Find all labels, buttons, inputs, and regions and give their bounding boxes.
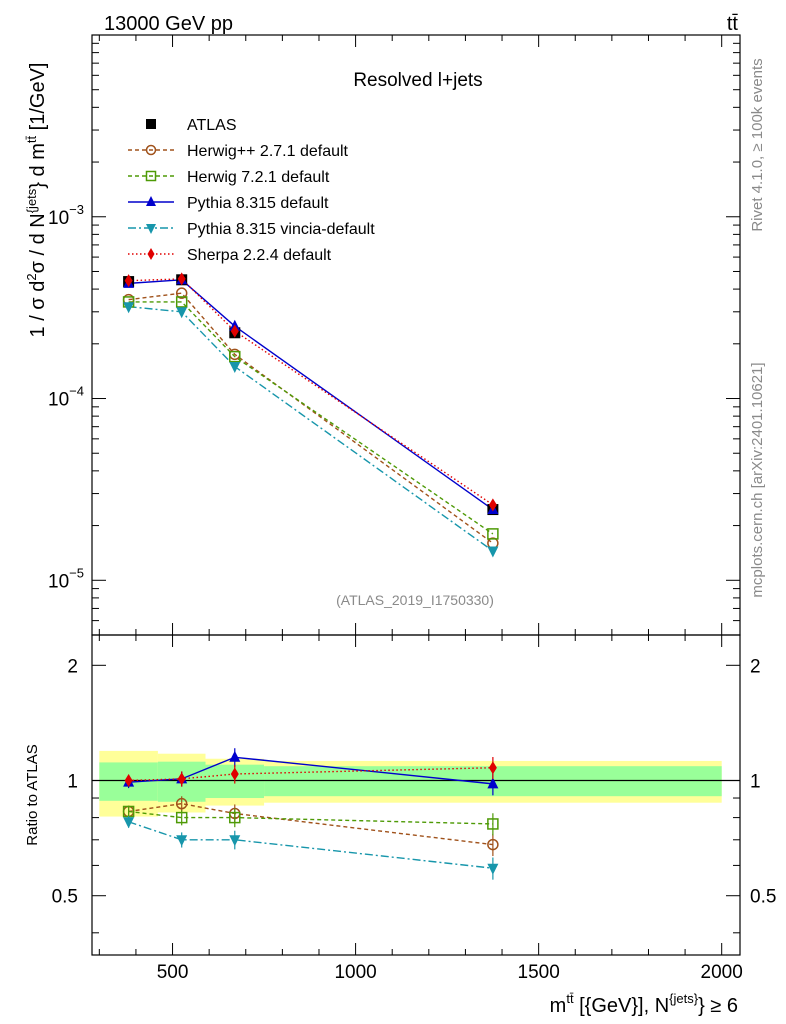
y-axis-label: 1 / σ d2σ / d N{jets} d mtt̄ [1/GeV] (24, 63, 49, 338)
series-point (123, 302, 135, 314)
series-line (128, 301, 494, 535)
process-label: tt̄ (727, 13, 739, 35)
x-tick-label: 500 (157, 962, 189, 983)
y-tick-label: 10−4 (48, 384, 84, 411)
ratio-tick-label-right: 1 (750, 772, 761, 793)
ratio-axis-label: Ratio to ATLAS (24, 744, 41, 845)
ratio-point (487, 838, 499, 851)
legend-marker (147, 248, 155, 260)
ratio-line (128, 756, 493, 785)
legend-marker (146, 224, 156, 234)
series-point (229, 362, 241, 374)
legend-label: Pythia 8.315 default (187, 195, 329, 212)
axis-ticks (92, 35, 740, 955)
series-line (128, 306, 494, 552)
ratio-uncertainty-bands (92, 750, 740, 817)
legend-marker (146, 119, 156, 129)
ratio-line (128, 802, 493, 846)
series-point (230, 324, 239, 338)
analysis-tag: (ATLAS_2019_I1750330) (336, 592, 494, 608)
series-lines (128, 278, 494, 552)
ratio-point (229, 811, 241, 824)
series-point (176, 307, 188, 319)
energy-label: 13000 GeV pp (104, 13, 233, 35)
series-point (229, 350, 241, 363)
y-tick-label: 10−3 (48, 202, 84, 229)
x-tick-label: 2000 (701, 962, 743, 983)
series-point (488, 498, 497, 512)
ratio-point (229, 835, 241, 847)
legend-label: Pythia 8.315 vincia-default (187, 221, 375, 238)
ratio-point (175, 797, 188, 810)
plot-title: Resolved l+jets (353, 70, 482, 91)
series-line (128, 292, 494, 544)
ratio-plot-frame (91, 634, 741, 956)
ratio-point (487, 863, 499, 875)
series-point (175, 296, 188, 308)
ratio-point (123, 817, 135, 829)
legend-label: Herwig 7.2.1 default (187, 169, 330, 186)
legend-label: Sherpa 2.2.4 default (187, 247, 332, 264)
ratio-tick-label-right: 0.5 (750, 887, 776, 908)
ratio-point (229, 750, 241, 762)
legend: ATLAS Herwig++ 2.7.1 default Herwig 7.2.1 … (128, 117, 375, 264)
rivet-label: Rivet 4.1.0, ≥ 100k events (749, 58, 766, 231)
ratio-tick-label-right: 2 (750, 656, 761, 677)
x-axis-label: mtt̄ [{GeV}], N{jets}} ≥ 6 (550, 991, 738, 1017)
x-tick-label: 1000 (334, 962, 376, 983)
x-tick-label: 1500 (518, 962, 560, 983)
ratio-lines (128, 756, 493, 869)
ratio-point (124, 774, 133, 788)
y-tick-label: 10−5 (48, 565, 84, 592)
ratio-point (488, 761, 497, 775)
ratio-point (230, 767, 239, 781)
series-point (177, 272, 186, 286)
ratio-tick-label: 0.5 (52, 887, 78, 908)
series-point (487, 528, 499, 540)
series-point (124, 274, 133, 288)
ratio-tick-label: 1 (67, 772, 78, 793)
ratio-line (128, 821, 493, 869)
ratio-point (487, 777, 499, 789)
ratio-point (487, 818, 499, 830)
data-markers (122, 272, 499, 880)
legend-marker (145, 144, 157, 156)
ratio-point (177, 772, 186, 786)
legend-label: Herwig++ 2.7.1 default (187, 143, 349, 160)
mcplots-label: mcplots.cern.ch [arXiv:2401.10621] (749, 362, 766, 597)
legend-marker (145, 170, 157, 182)
ratio-line (128, 810, 493, 825)
series-point (487, 546, 499, 558)
ratio-point (176, 835, 188, 847)
series-point (175, 287, 188, 299)
ratio-tick-label: 2 (67, 656, 78, 677)
legend-marker (146, 196, 156, 206)
ratio-point (175, 811, 188, 824)
legend-label: ATLAS (187, 117, 237, 134)
series-line (128, 279, 494, 511)
axis-tick-labels: 500 1000 1500 2000 10−5 10−4 10−3 0.5 0.5 1 1 2 2 (48, 202, 776, 983)
